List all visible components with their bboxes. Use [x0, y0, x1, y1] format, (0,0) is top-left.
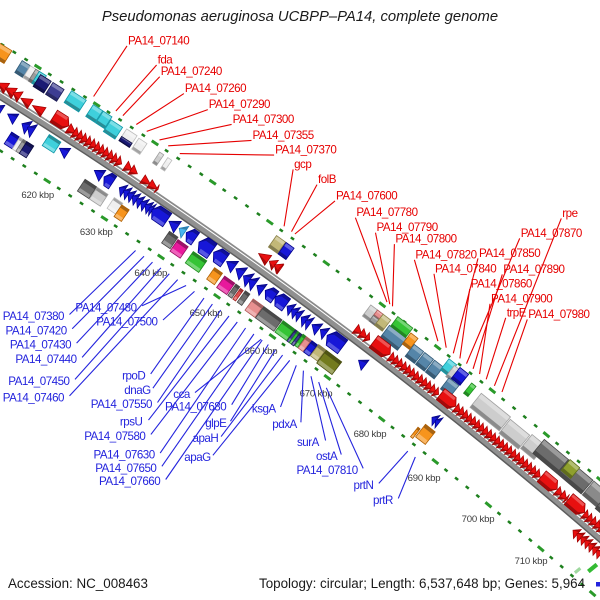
svg-text:PA14_07370: PA14_07370 — [275, 144, 336, 157]
svg-text:PA14_07420: PA14_07420 — [6, 324, 67, 337]
svg-text:PA14_07790: PA14_07790 — [377, 221, 438, 234]
svg-text:PA14_07980: PA14_07980 — [528, 308, 589, 321]
svg-text:PA14_07480: PA14_07480 — [75, 301, 136, 314]
svg-text:710 kbp: 710 kbp — [515, 556, 548, 567]
svg-text:PA14_07140: PA14_07140 — [128, 34, 189, 47]
svg-text:PA14_07890: PA14_07890 — [503, 263, 564, 276]
svg-text:PA14_07550: PA14_07550 — [91, 398, 152, 411]
svg-text:700 kbp: 700 kbp — [462, 514, 495, 525]
svg-text:PA14_07240: PA14_07240 — [161, 65, 222, 78]
svg-text:PA14_07650: PA14_07650 — [95, 462, 156, 475]
svg-text:fda: fda — [158, 54, 174, 67]
svg-text:rpsU: rpsU — [120, 416, 143, 429]
svg-text:glpE: glpE — [205, 417, 227, 430]
svg-text:640 kbp: 640 kbp — [134, 268, 167, 279]
svg-text:PA14_07355: PA14_07355 — [253, 129, 314, 142]
svg-text:PA14_07440: PA14_07440 — [15, 353, 76, 366]
svg-text:PA14_07900: PA14_07900 — [491, 292, 552, 305]
svg-text:660 kbp: 660 kbp — [245, 346, 278, 357]
svg-text:630 kbp: 630 kbp — [80, 227, 113, 238]
svg-text:680 kbp: 680 kbp — [354, 429, 387, 440]
svg-text:PA14_07460: PA14_07460 — [3, 392, 64, 405]
svg-text:PA14_07810: PA14_07810 — [297, 464, 358, 477]
svg-text:PA14_07840: PA14_07840 — [435, 262, 496, 275]
svg-text:690 kbp: 690 kbp — [408, 473, 441, 484]
svg-text:PA14_07290: PA14_07290 — [209, 98, 270, 111]
svg-text:PA14_07800: PA14_07800 — [395, 233, 456, 246]
svg-text:surA: surA — [297, 436, 320, 449]
svg-text:PA14_07680: PA14_07680 — [165, 400, 226, 413]
svg-text:rpoD: rpoD — [122, 370, 145, 383]
svg-text:PA14_07630: PA14_07630 — [94, 449, 155, 462]
svg-text:PA14_07580: PA14_07580 — [84, 430, 145, 443]
svg-text:apaG: apaG — [184, 451, 211, 464]
svg-text:prtR: prtR — [373, 494, 393, 507]
svg-text:prtN: prtN — [354, 479, 374, 492]
svg-text:cca: cca — [173, 388, 191, 401]
svg-text:PA14_07430: PA14_07430 — [10, 339, 71, 352]
svg-text:Topology: circular; Length: 6,: Topology: circular; Length: 6,537,648 bp… — [259, 576, 586, 591]
svg-text:ksgA: ksgA — [252, 403, 277, 416]
svg-text:PA14_07780: PA14_07780 — [356, 206, 417, 219]
svg-text:PA14_07660: PA14_07660 — [99, 475, 160, 488]
svg-text:PA14_07870: PA14_07870 — [521, 227, 582, 240]
svg-text:PA14_07850: PA14_07850 — [479, 247, 540, 260]
svg-text:620 kbp: 620 kbp — [21, 190, 54, 201]
svg-text:PA14_07380: PA14_07380 — [3, 310, 64, 323]
svg-text:Pseudomonas aeruginosa UCBPP–P: Pseudomonas aeruginosa UCBPP–PA14, compl… — [102, 9, 498, 25]
svg-text:PA14_07450: PA14_07450 — [8, 375, 69, 388]
svg-text:rpe: rpe — [562, 207, 577, 220]
svg-text:apaH: apaH — [193, 432, 219, 445]
svg-text:pdxA: pdxA — [272, 418, 297, 431]
svg-text:670 kbp: 670 kbp — [300, 388, 333, 399]
svg-text:PA14_07600: PA14_07600 — [336, 189, 397, 202]
svg-text:dnaG: dnaG — [124, 384, 151, 397]
svg-text:ostA: ostA — [316, 450, 338, 463]
svg-text:PA14_07300: PA14_07300 — [233, 113, 294, 126]
svg-text:PA14_07860: PA14_07860 — [471, 278, 532, 291]
svg-text:PA14_07820: PA14_07820 — [415, 248, 476, 261]
svg-text:PA14_07500: PA14_07500 — [96, 316, 157, 329]
svg-text:folB: folB — [318, 173, 337, 186]
svg-text:PA14_07260: PA14_07260 — [185, 82, 246, 95]
svg-text:gcp: gcp — [294, 158, 311, 171]
svg-text:Accession: NC_008463: Accession: NC_008463 — [8, 576, 148, 591]
